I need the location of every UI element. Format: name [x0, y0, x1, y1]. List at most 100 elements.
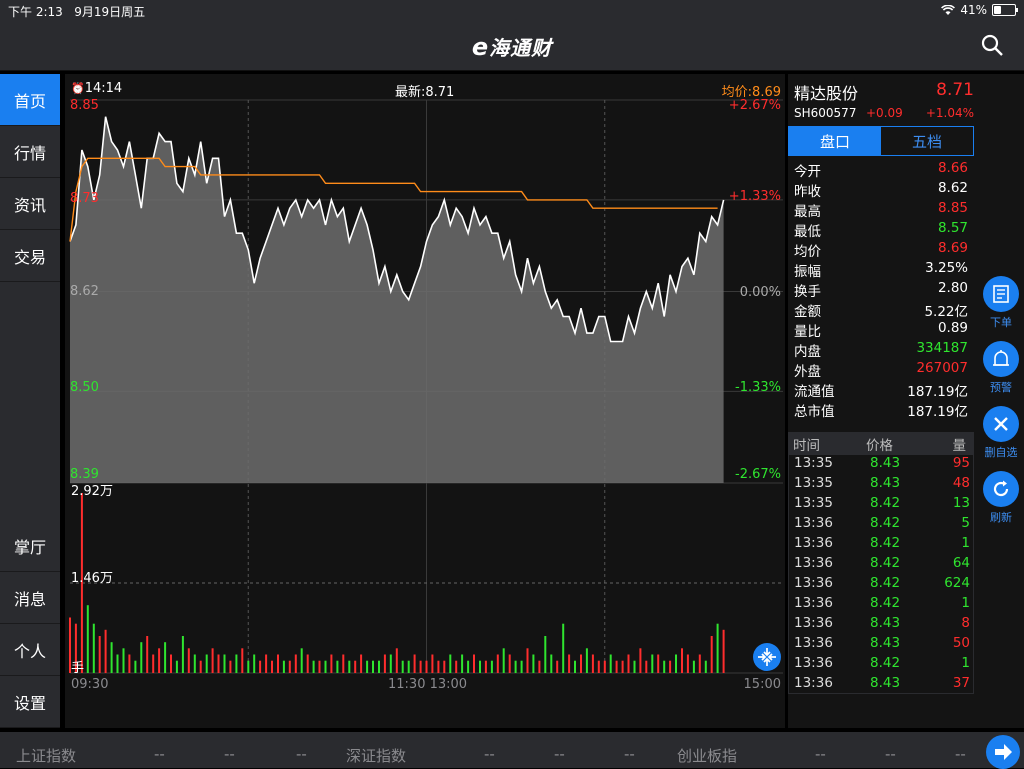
trade-price: 8.42: [870, 555, 901, 571]
volume-bar: [473, 654, 475, 673]
battery-icon: [992, 4, 1018, 16]
sidebar-item-personal[interactable]: 个人: [0, 624, 60, 676]
index-value: --: [296, 745, 307, 763]
volume-bar: [550, 654, 553, 673]
sidebar-item-home[interactable]: 首页: [0, 74, 60, 126]
price-chart[interactable]: 8.85 8.73 8.62 8.50 8.39 +2.67% +1.33% 0…: [65, 98, 785, 718]
quote-value: 2.80: [937, 280, 968, 296]
quote-value: 5.22亿: [924, 304, 968, 320]
volume-bar: [591, 654, 594, 673]
quote-key: 外盘: [794, 364, 821, 380]
sidebar-item-messages[interactable]: 消息: [0, 572, 60, 624]
sidebar-item-trade[interactable]: 交易: [0, 230, 60, 282]
tab-five-levels[interactable]: 五档: [911, 132, 942, 151]
search-icon[interactable]: [980, 33, 1004, 57]
quote-value: 8.85: [937, 200, 968, 216]
alert-button[interactable]: 预警: [981, 341, 1021, 395]
trade-qty: 50: [952, 635, 970, 651]
quote-row: 今开 8.66: [794, 160, 972, 180]
remove-watchlist-button[interactable]: 删自选: [981, 406, 1021, 460]
quote-value: 334187: [916, 340, 968, 356]
volume-bar: [496, 654, 499, 673]
trade-price: 8.43: [870, 455, 901, 471]
time-tick-label: 15:00: [744, 677, 781, 692]
sidebar-item-news[interactable]: 资讯: [0, 178, 60, 230]
quote-key: 金额: [794, 304, 821, 320]
trade-price: 8.42: [870, 535, 901, 551]
volume-bar: [110, 642, 113, 673]
volume-bar: [413, 654, 416, 673]
volume-bar: [175, 660, 178, 673]
index-value: --: [484, 745, 495, 763]
next-index-button[interactable]: [986, 735, 1020, 769]
volume-bar: [241, 648, 244, 673]
status-time: 下午 2:13: [8, 5, 63, 19]
alarm-bell-icon: [993, 350, 1009, 366]
volume-bar: [348, 660, 351, 673]
volume-bar: [681, 648, 683, 673]
refresh-icon: [993, 480, 1009, 497]
volume-bar: [669, 660, 672, 673]
volume-bar: [247, 660, 250, 673]
trade-time: 13:35: [794, 495, 833, 511]
chart-time: ⏰14:14: [71, 81, 123, 96]
index-ticker[interactable]: 上证指数 -- -- -- 深证指数 -- -- -- 创业板指 -- -- -…: [0, 732, 1024, 769]
volume-bar: [389, 654, 392, 673]
trade-row: 13:35 8.43 95: [794, 455, 974, 475]
quote-value: 8.57: [937, 220, 968, 236]
quote-row: 昨收 8.62: [794, 180, 972, 200]
volume-bar: [580, 654, 582, 673]
volume-bar: [217, 654, 220, 673]
volume-bar: [657, 654, 660, 673]
trade-price: 8.43: [870, 475, 901, 491]
volume-bar: [164, 642, 167, 673]
volume-bar: [342, 654, 345, 673]
trade-price: 8.42: [870, 575, 901, 591]
trade-qty: 13: [952, 495, 970, 511]
volume-bar: [277, 654, 279, 673]
refresh-button[interactable]: 刷新: [981, 471, 1021, 525]
quote-row: 最低 8.57: [794, 220, 972, 240]
volume-bar: [211, 648, 214, 673]
quote-value: 8.69: [937, 240, 968, 256]
status-bar: 下午 2:13 9月19日周五 41%: [0, 0, 1024, 20]
trade-row: 13:36 8.43 50: [794, 635, 974, 655]
stock-price: 8.71: [936, 80, 974, 100]
percent-tick-label: +1.33%: [729, 189, 781, 204]
order-button[interactable]: 下单: [981, 276, 1021, 330]
expand-chart-button[interactable]: [753, 643, 781, 671]
index-value: --: [624, 745, 635, 763]
stock-name: 精达股份: [794, 84, 859, 103]
trade-qty: 95: [952, 455, 970, 471]
sidebar-item-settings[interactable]: 设置: [0, 676, 60, 728]
quote-value: 8.62: [937, 180, 968, 196]
trade-price: 8.43: [870, 615, 901, 631]
trade-price: 8.42: [870, 655, 901, 671]
trade-qty: 48: [952, 475, 970, 491]
volume-bar: [479, 660, 481, 673]
volume-bar: [134, 660, 137, 673]
timeshare-chart-panel[interactable]: ⏰14:14 最新:8.71 均价:8.69 8.85 8.73 8.62 8.…: [65, 74, 785, 728]
quote-key: 流通值: [794, 384, 835, 400]
alarm-clock-icon: ⏰: [71, 82, 85, 95]
quote-key: 均价: [794, 244, 821, 260]
tab-order-book[interactable]: 盘口: [789, 127, 881, 155]
index-shenzhen-label: 深证指数: [346, 747, 407, 765]
volume-bar: [425, 660, 428, 673]
percent-tick-label: -2.67%: [735, 467, 781, 482]
latest-price-label: 最新:8.71: [395, 85, 455, 100]
trade-qty: 624: [944, 575, 970, 591]
volume-bar: [282, 660, 285, 673]
quote-value: 187.19亿: [907, 404, 968, 420]
price-line: [69, 116, 725, 343]
quote-value: 0.89: [937, 320, 968, 336]
volume-bar: [603, 660, 606, 673]
sidebar-item-hall[interactable]: 掌厅: [0, 520, 60, 572]
quote-key: 昨收: [794, 184, 821, 200]
volume-bar: [455, 660, 458, 673]
volume-bar: [710, 636, 713, 673]
action-label: 刷新: [990, 511, 1012, 524]
sidebar-item-market[interactable]: 行情: [0, 126, 60, 178]
volume-bar: [229, 660, 232, 673]
trade-qty-header: 量: [952, 438, 967, 454]
